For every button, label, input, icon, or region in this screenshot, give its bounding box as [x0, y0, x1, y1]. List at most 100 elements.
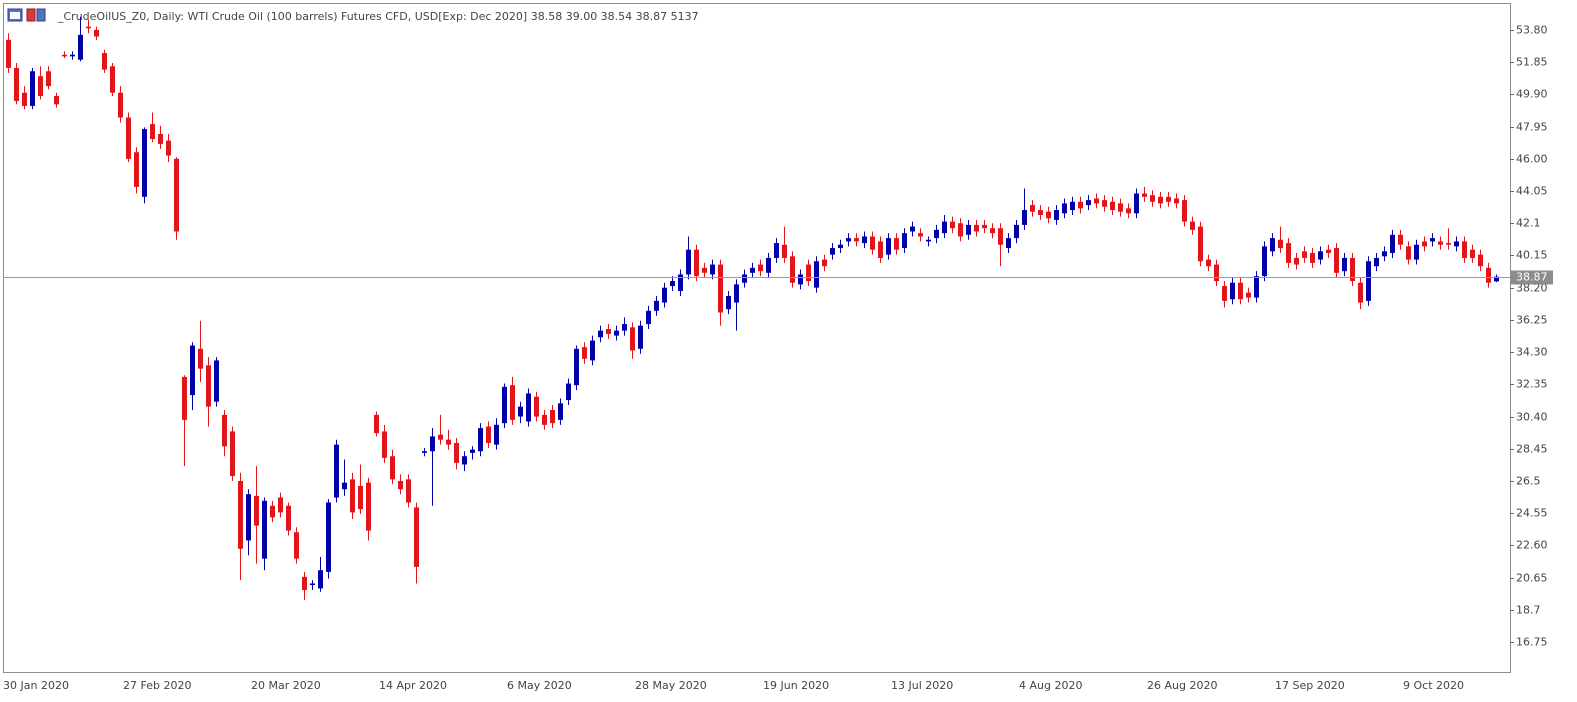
candle-body — [902, 233, 907, 249]
candle-body — [966, 224, 971, 235]
x-tick-label: 13 Jul 2020 — [891, 679, 953, 692]
candle-body — [878, 241, 883, 258]
candle-body — [582, 347, 587, 359]
candle-body — [870, 236, 875, 250]
candle-body — [262, 500, 267, 559]
candle-body — [222, 414, 227, 447]
candle-body — [1134, 193, 1139, 214]
candle-body — [478, 428, 483, 452]
candle-body — [1206, 259, 1211, 267]
candle-body — [1062, 203, 1067, 214]
candle-body — [718, 264, 723, 313]
candle-body — [1430, 238, 1435, 242]
candle-body — [1486, 267, 1491, 283]
candle-body — [974, 224, 979, 232]
candle-body — [326, 502, 331, 572]
candle-body — [1462, 241, 1467, 258]
candle-body — [254, 495, 259, 526]
candle-body — [118, 92, 123, 118]
candle-body — [814, 261, 819, 288]
icon-bar — [36, 8, 46, 22]
candle-body — [334, 444, 339, 498]
candle-body — [102, 53, 107, 70]
candle-body — [862, 236, 867, 244]
y-tick-label: 18.7 — [1516, 604, 1541, 617]
candle-body — [670, 281, 675, 287]
x-tick-label: 9 Oct 2020 — [1403, 679, 1464, 692]
y-tick-label: 53.80 — [1516, 24, 1548, 37]
candle-body — [790, 256, 795, 283]
candle-body — [470, 449, 475, 453]
candle-body — [710, 264, 715, 275]
candle-body — [86, 26, 91, 29]
candle-body — [622, 324, 627, 331]
candle-body — [94, 29, 99, 37]
candle-body — [142, 129, 147, 197]
x-tick-label: 19 Jun 2020 — [763, 679, 829, 692]
candle-body — [542, 414, 547, 425]
candle-body — [1294, 257, 1299, 265]
candle-body — [1190, 221, 1195, 230]
candle-body — [1342, 257, 1347, 272]
candle-body — [662, 287, 667, 303]
candle-body — [910, 226, 915, 232]
candle-body — [958, 223, 963, 237]
candle-body — [454, 442, 459, 463]
candle-body — [1334, 248, 1339, 273]
candle-body — [806, 264, 811, 282]
candle-body — [62, 54, 67, 57]
candle-body — [1390, 234, 1395, 253]
candle-body — [766, 257, 771, 273]
y-tick-label: 40.15 — [1516, 249, 1548, 262]
y-tick-label: 38.20 — [1516, 282, 1548, 295]
x-tick-label: 30 Jan 2020 — [3, 679, 69, 692]
candle-body — [838, 244, 843, 249]
candle-body — [1142, 193, 1147, 197]
candle-body — [1414, 244, 1419, 260]
candle-body — [734, 284, 739, 303]
candle-body — [774, 243, 779, 258]
candle-body — [1398, 234, 1403, 245]
candle-body — [414, 507, 419, 567]
candle-body — [390, 456, 395, 480]
candle-body — [350, 479, 355, 513]
candle-body — [438, 434, 443, 440]
candle-body — [238, 480, 243, 549]
candle-body — [646, 310, 651, 325]
candle-body — [598, 330, 603, 338]
icon-bar — [26, 8, 36, 22]
candle-body — [1078, 201, 1083, 209]
candle-body — [942, 221, 947, 234]
candle-body — [798, 274, 803, 285]
y-tick-label: 30.40 — [1516, 411, 1548, 424]
candle-body — [630, 327, 635, 351]
candle-body — [566, 383, 571, 401]
x-tick-label: 26 Aug 2020 — [1147, 679, 1217, 692]
candle-body — [1174, 198, 1179, 204]
candle-body — [382, 431, 387, 458]
candle-body — [1238, 282, 1243, 300]
candle-body — [894, 238, 899, 250]
candle-body — [982, 224, 987, 229]
candle-body — [1158, 196, 1163, 204]
candle-body — [950, 221, 955, 229]
candle-body — [22, 92, 27, 106]
candle-body — [990, 228, 995, 234]
candle-body — [446, 439, 451, 445]
x-tick-label: 6 May 2020 — [507, 679, 572, 692]
candle-body — [14, 67, 19, 101]
plot-frame — [3, 3, 1511, 673]
candle-body — [318, 570, 323, 589]
y-tick-label: 46.00 — [1516, 153, 1548, 166]
candle-body — [830, 248, 835, 255]
candle-body — [70, 54, 75, 57]
candle-body — [1494, 276, 1499, 282]
candle-body — [558, 403, 563, 420]
candle-body — [1110, 201, 1115, 211]
y-tick-label: 47.95 — [1516, 121, 1548, 134]
candle-body — [702, 267, 707, 273]
candle-body — [934, 229, 939, 239]
candle-body — [678, 274, 683, 291]
candle-body — [206, 365, 211, 407]
